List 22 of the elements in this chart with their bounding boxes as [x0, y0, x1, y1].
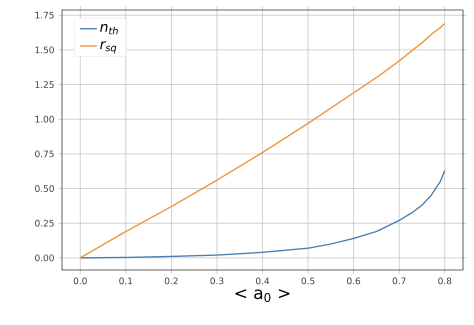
x-tick-label: 0.7	[392, 278, 406, 284]
x-tick-label: 0.8	[438, 278, 452, 284]
x-tick-label: 0.3	[210, 278, 224, 284]
line-series	[80, 170, 446, 259]
x-tick-label: 0.4	[256, 278, 270, 284]
y-tick-label: 1.75	[36, 12, 54, 19]
y-tick-label: 0.75	[35, 150, 54, 158]
y-tick-label: 0.25	[35, 220, 54, 227]
y-tick-label: 0.50	[35, 185, 54, 192]
legend-label: n$_{th}$	[100, 24, 118, 34]
line-series	[80, 22, 446, 259]
legend-label: r$_{sq}$	[100, 41, 116, 54]
y-tick-label: 0.00	[35, 254, 54, 262]
x-tick-label: 0.0	[74, 278, 87, 284]
y-tick-label: 1.00	[36, 116, 54, 123]
x-tick-label: 0.6	[347, 278, 360, 284]
y-tick-label: 1.50	[36, 46, 54, 54]
x-axis-title: < a$_{0}$ >	[236, 289, 290, 302]
y-tick-label: 1.25	[36, 81, 54, 88]
x-tick-label: 0.5	[302, 278, 314, 284]
x-tick-label: 0.1	[119, 278, 132, 284]
x-tick-label: 0.2	[164, 278, 178, 284]
